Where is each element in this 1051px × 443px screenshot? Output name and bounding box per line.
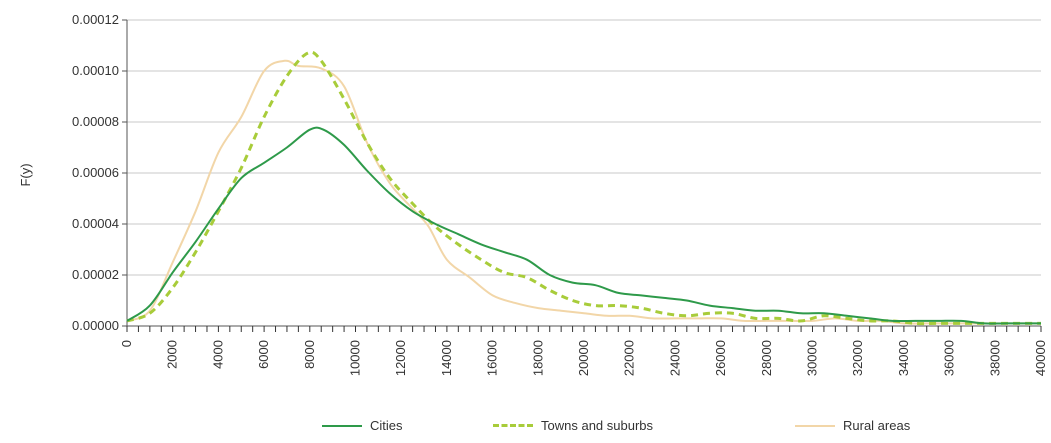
- legend-label: Cities: [370, 418, 403, 433]
- legend-item: Towns and suburbs: [493, 418, 653, 433]
- legend-item: Cities: [322, 418, 403, 433]
- x-tick-label: 6000: [256, 340, 271, 369]
- y-axis-title: F(y): [18, 163, 33, 186]
- legend-swatch: [493, 424, 533, 427]
- x-tick-label: 26000: [713, 340, 728, 376]
- y-tick-label: 0.00008: [72, 114, 119, 129]
- x-axis: 0 2000 4000 6000 8000 10000 12000 14000 16000 180…: [119, 325, 1048, 376]
- gridlines: [127, 19, 1041, 276]
- legend-label: Rural areas: [843, 418, 911, 433]
- x-tick-label: 40000: [1033, 340, 1048, 376]
- series-line-towns-and-suburbs: [126, 50, 1041, 326]
- x-tick-label: 28000: [759, 340, 774, 376]
- x-tick-label: 18000: [530, 340, 545, 376]
- legend: Cities Towns and suburbs Rural areas: [0, 418, 1051, 443]
- y-tick-label: 0.00006: [72, 165, 119, 180]
- y-tick-label: 0.00000: [72, 318, 119, 333]
- series-line-rural-areas: [126, 59, 1041, 325]
- x-tick-label: 16000: [485, 340, 500, 376]
- legend-label: Towns and suburbs: [541, 418, 654, 433]
- x-tick-label: 12000: [393, 340, 408, 376]
- x-tick-label: 4000: [210, 340, 225, 369]
- legend-swatch: [322, 424, 362, 427]
- x-tick-label: 24000: [667, 340, 682, 376]
- legend-swatch: [795, 424, 835, 427]
- x-tick-label: 0: [119, 340, 134, 347]
- x-tick-label: 8000: [302, 340, 317, 369]
- x-tick-label: 36000: [942, 340, 957, 376]
- x-tick-label: 30000: [805, 340, 820, 376]
- x-tick-label: 34000: [896, 340, 911, 376]
- x-tick-label: 20000: [576, 340, 591, 376]
- y-axis: 0.00000 0.00002 0.00004 0.00006 0.00008 0.000…: [72, 12, 128, 333]
- x-tick-label: 14000: [439, 340, 454, 376]
- line-chart: 0.00000 0.00002 0.00004 0.00006 0.00008 0.000…: [18, 12, 1048, 376]
- y-tick-label: 0.00010: [72, 63, 119, 78]
- x-tick-label: 2000: [165, 340, 180, 369]
- series-lines: [126, 50, 1041, 326]
- legend-item: Rural areas: [795, 418, 910, 433]
- series-line-cities: [126, 126, 1041, 325]
- y-tick-label: 0.00002: [72, 267, 119, 282]
- y-tick-label: 0.00004: [72, 216, 119, 231]
- x-tick-label: 10000: [348, 340, 363, 376]
- y-tick-label: 0.00012: [72, 12, 119, 27]
- x-tick-label: 22000: [622, 340, 637, 376]
- x-tick-label: 38000: [987, 340, 1002, 376]
- x-tick-label: 32000: [850, 340, 865, 376]
